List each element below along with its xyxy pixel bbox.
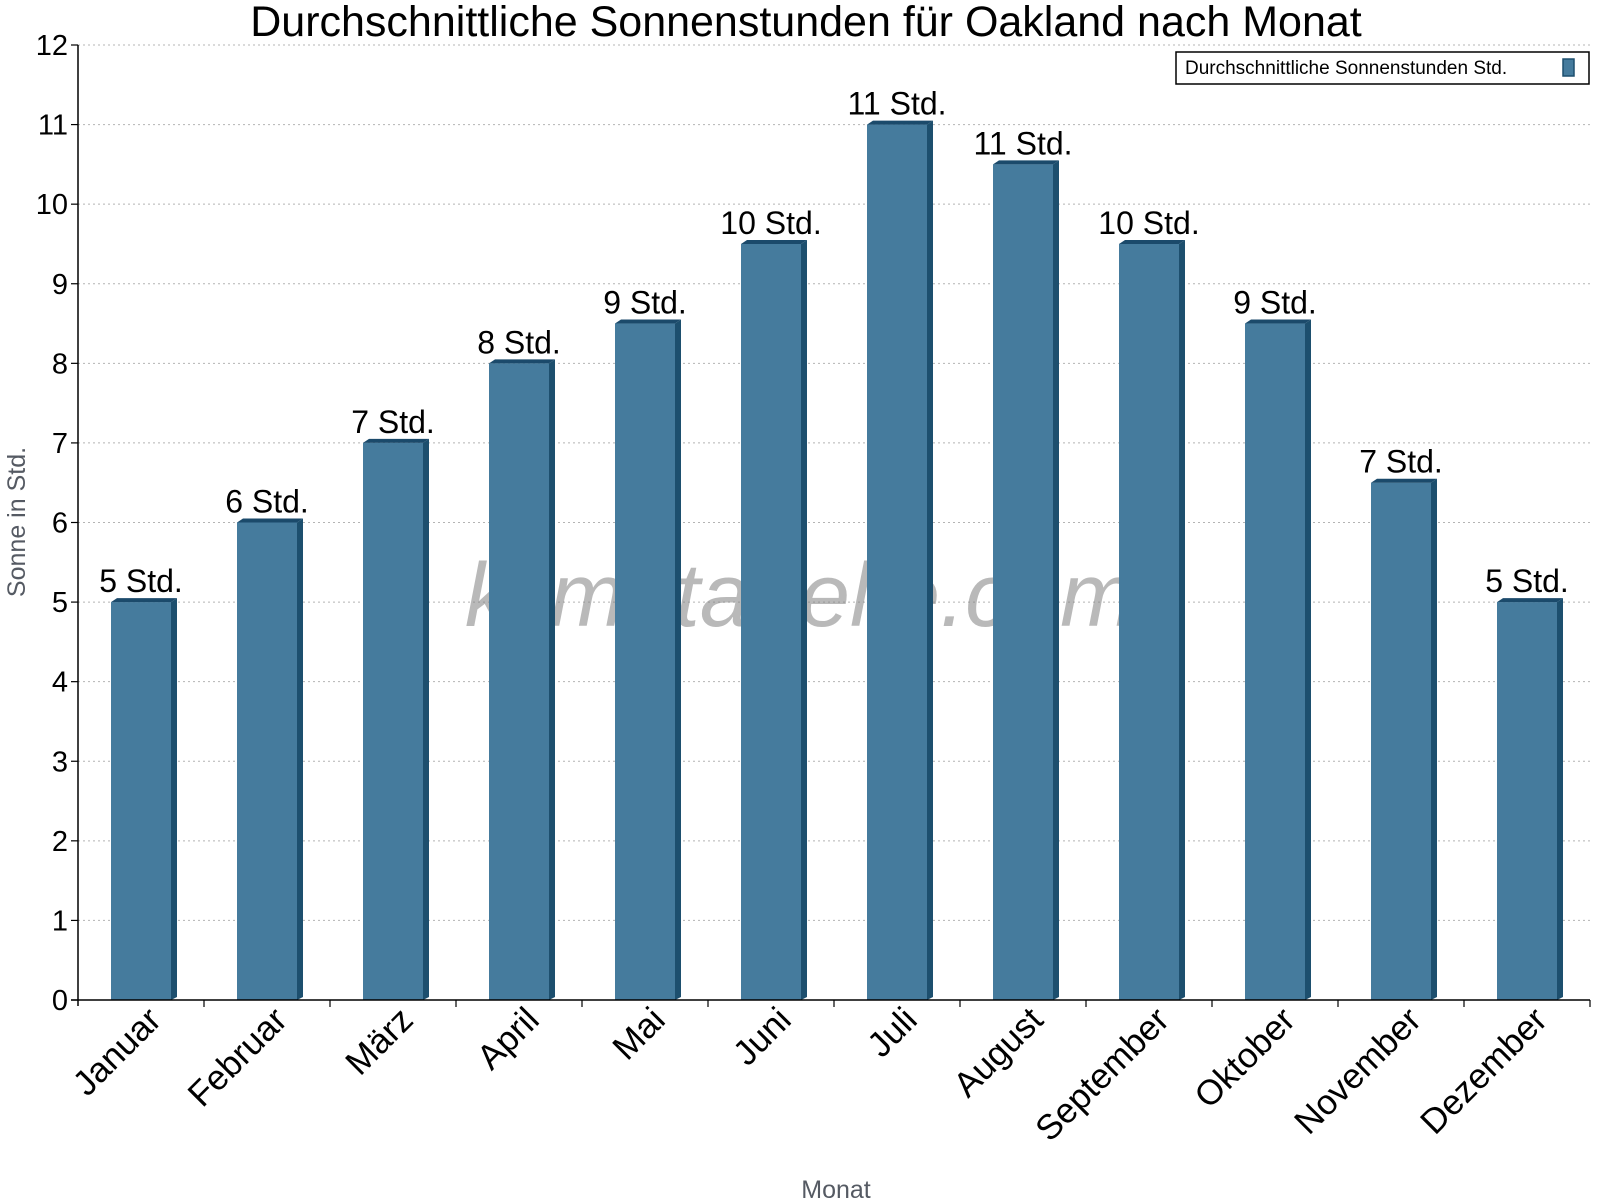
y-tick-label: 11 [38, 110, 68, 142]
gridlines [78, 44, 1590, 921]
y-tick-label: 9 [52, 269, 68, 301]
bar-side [1053, 160, 1059, 1000]
data-label: 9 Std. [1233, 285, 1317, 321]
bar-side [1431, 478, 1437, 1000]
bar-top [1371, 478, 1437, 483]
y-tick-label: 0 [52, 985, 68, 1017]
bar-oktober [1245, 319, 1311, 1001]
x-axis-label: Monat [801, 1176, 871, 1200]
bar-side [675, 319, 681, 1001]
data-labels: 5 Std. 6 Std. 7 Std. 8 Std. 9 Std. 10 Std. 11 … [99, 86, 1569, 599]
bar-top [1497, 598, 1563, 603]
y-tick-label: 5 [52, 587, 68, 619]
bar-top [1245, 319, 1311, 324]
bar-september [1119, 239, 1185, 1001]
bar-side [927, 120, 933, 1001]
y-tick-label: 3 [52, 746, 68, 778]
bar-top [615, 319, 681, 324]
y-tick-label: 2 [52, 826, 68, 858]
bar-front [1245, 323, 1305, 1001]
bar-top [993, 160, 1059, 165]
bar-front [363, 442, 423, 1001]
bar-front [489, 363, 549, 1000]
bar-front [237, 522, 297, 1000]
bar-front [111, 602, 171, 1000]
data-label: 11 Std. [847, 86, 946, 122]
bar-side [801, 239, 807, 1001]
y-axis-label: Sonne in Std. [3, 447, 31, 597]
bar-side [1557, 598, 1563, 1000]
bar-front [993, 164, 1053, 1000]
bar-juni [741, 239, 807, 1001]
bar-top [867, 120, 933, 125]
bar-top [741, 239, 807, 244]
data-label: 10 Std. [1098, 205, 1199, 241]
bar-side [171, 598, 177, 1000]
bar-side [423, 438, 429, 1001]
legend-box [1175, 51, 1590, 85]
bar-top [111, 598, 177, 603]
bar-februar [237, 518, 303, 1000]
bar-januar [111, 598, 177, 1000]
data-label: 5 Std. [1485, 563, 1569, 599]
y-tick-label: 6 [52, 508, 68, 540]
y-tick-label: 1 [52, 905, 68, 937]
bar-side [1305, 319, 1311, 1001]
bar-top [489, 359, 555, 364]
bar-juli [867, 120, 933, 1001]
bar-märz [363, 438, 429, 1001]
data-label: 6 Std. [225, 484, 309, 520]
bar-august [993, 160, 1059, 1000]
y-tick-label: 8 [52, 348, 68, 380]
bar-side [297, 518, 303, 1000]
bar-side [549, 359, 555, 1000]
y-tick-label: 4 [52, 667, 68, 699]
legend-entry-label: Durchschnittliche Sonnenstunden Std. [1185, 58, 1507, 79]
data-label: 9 Std. [603, 285, 687, 321]
data-label: 5 Std. [99, 563, 183, 599]
y-tick-label: 12 [36, 30, 68, 62]
bars [111, 120, 1563, 1001]
data-label: 8 Std. [477, 324, 561, 360]
legend-swatch [1562, 58, 1575, 77]
bar-front [1119, 243, 1179, 1001]
bar-front [615, 323, 675, 1001]
bar-november [1371, 478, 1437, 1000]
y-tick-label: 7 [52, 428, 68, 460]
legend: Durchschnittliche Sonnenstunden Std. [1175, 51, 1590, 85]
y-tick-label: 10 [36, 189, 68, 221]
bar-dezember [1497, 598, 1563, 1000]
bar-top [363, 438, 429, 443]
bar-top [1119, 239, 1185, 244]
bar-front [1371, 482, 1431, 1000]
data-label: 7 Std. [351, 404, 435, 440]
bar-mai [615, 319, 681, 1001]
bar-front [867, 124, 927, 1001]
bar-front [741, 243, 801, 1001]
bar-april [489, 359, 555, 1000]
data-label: 10 Std. [720, 205, 821, 241]
data-label: 7 Std. [1359, 444, 1443, 480]
data-label: 11 Std. [973, 125, 1072, 161]
bar-side [1179, 239, 1185, 1001]
axes [71, 44, 1591, 1007]
chart-title: Durchschnittliche Sonnenstunden für Oakl… [250, 0, 1362, 46]
bar-front [1497, 602, 1557, 1000]
bar-top [237, 518, 303, 523]
